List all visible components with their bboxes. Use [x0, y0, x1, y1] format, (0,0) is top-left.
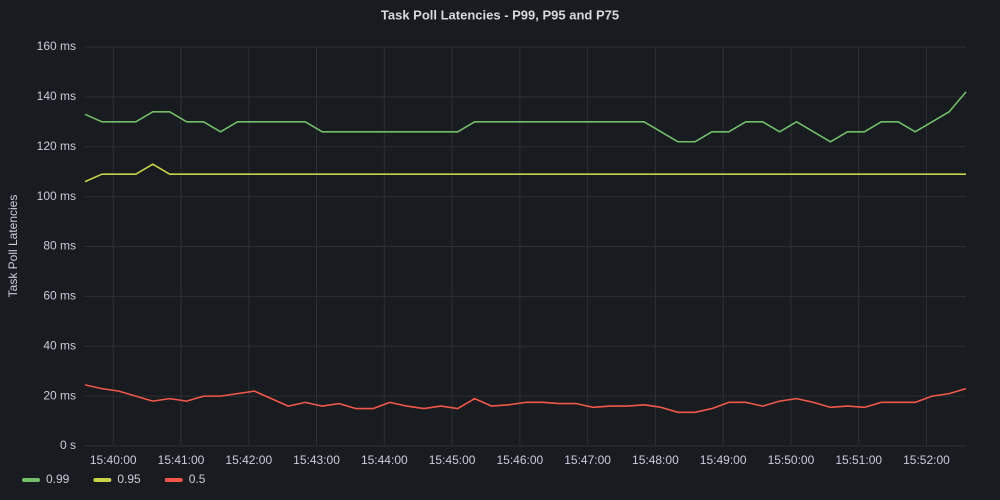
series-line: [84, 91, 967, 143]
x-tick-label: 15:52:00: [903, 453, 950, 467]
x-tick-label: 15:46:00: [496, 453, 543, 467]
x-tick-label: 15:44:00: [361, 453, 408, 467]
x-tick-label: 15:49:00: [700, 453, 747, 467]
y-tick-label: 120 ms: [37, 139, 76, 153]
x-tick-label: 15:40:00: [90, 453, 137, 467]
y-tick-label: 160 ms: [37, 39, 76, 53]
y-tick-label: 100 ms: [37, 189, 76, 203]
series-line: [84, 163, 966, 183]
x-tick-label: 15:45:00: [429, 453, 476, 467]
x-tick-label: 15:47:00: [564, 453, 611, 467]
legend-label: 0.5: [189, 472, 206, 486]
x-tick-label: 15:51:00: [835, 453, 882, 467]
y-tick-label: 80 ms: [43, 239, 76, 253]
y-tick-label: 60 ms: [43, 289, 76, 303]
y-axis-title: Task Poll Latencies: [6, 195, 20, 298]
x-tick-label: 15:50:00: [768, 453, 815, 467]
legend-label: 0.95: [117, 472, 141, 486]
y-tick-label: 20 ms: [43, 388, 76, 402]
y-tick-label: 0 s: [60, 438, 76, 452]
y-tick-label: 140 ms: [37, 89, 76, 103]
series-line: [84, 384, 967, 414]
chart-title: Task Poll Latencies - P99, P95 and P75: [381, 7, 619, 22]
y-tick-label: 40 ms: [43, 338, 76, 352]
x-tick-label: 15:43:00: [293, 453, 340, 467]
x-tick-label: 15:42:00: [225, 453, 272, 467]
x-tick-label: 15:41:00: [158, 453, 205, 467]
x-tick-label: 15:48:00: [632, 453, 679, 467]
legend-label: 0.99: [46, 472, 70, 486]
